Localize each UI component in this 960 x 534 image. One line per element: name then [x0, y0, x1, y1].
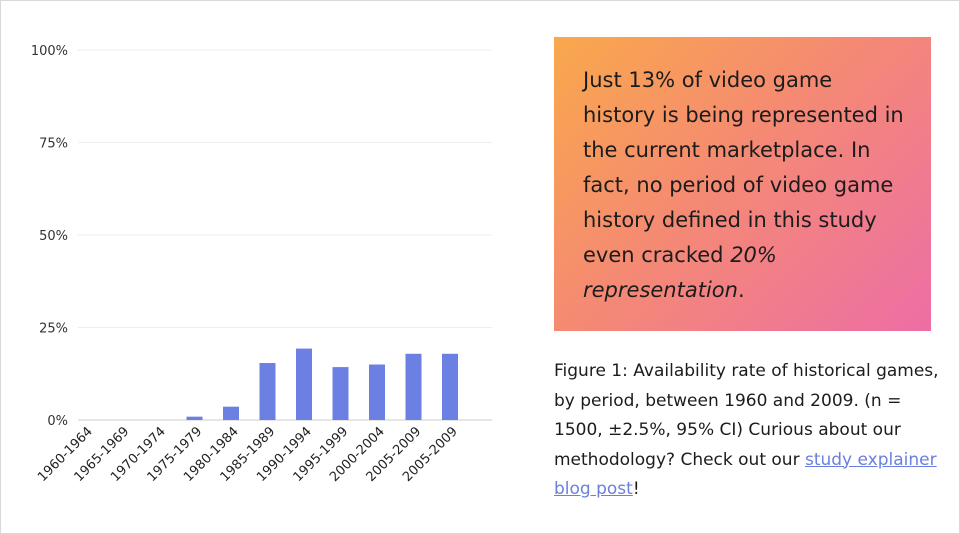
- callout-end-text: .: [737, 278, 745, 302]
- bar: [442, 353, 458, 420]
- gridlines: [78, 49, 492, 421]
- highlight-callout: Just 13% of video game history is being …: [554, 37, 931, 331]
- bar: [223, 406, 239, 420]
- bar: [296, 348, 312, 420]
- figure-caption: Figure 1: Availability rate of historica…: [554, 357, 944, 505]
- callout-emphasis-text: 20% representation: [583, 243, 777, 302]
- bar: [405, 353, 422, 420]
- y-axis-tick-labels: 0% 25% 50% 75% 100%: [31, 44, 68, 429]
- caption-end: !: [632, 479, 640, 499]
- bar: [259, 363, 276, 420]
- y-tick-label: 75%: [39, 137, 68, 152]
- bar: [332, 367, 349, 420]
- callout-text: Just 13% of video game history is being …: [583, 63, 911, 308]
- y-tick-label: 0%: [47, 414, 68, 429]
- x-axis-tick-labels: 1960-19641965-19691970-19741975-19791980…: [35, 424, 461, 485]
- y-tick-label: 100%: [31, 44, 68, 59]
- bars: [186, 348, 458, 420]
- y-tick-label: 50%: [39, 229, 68, 244]
- blog-post-link[interactable]: study explainer blog post: [554, 449, 937, 500]
- caption-text: Figure 1: Availability rate of historica…: [554, 361, 939, 470]
- y-tick-label: 25%: [39, 322, 68, 337]
- bar: [186, 416, 203, 420]
- bar: [369, 364, 385, 420]
- bar-chart: 0% 25% 50% 75% 100% 1960-19641965-19691970-1…: [31, 44, 492, 485]
- callout-main-text: Just 13% of video game history is being …: [583, 68, 904, 267]
